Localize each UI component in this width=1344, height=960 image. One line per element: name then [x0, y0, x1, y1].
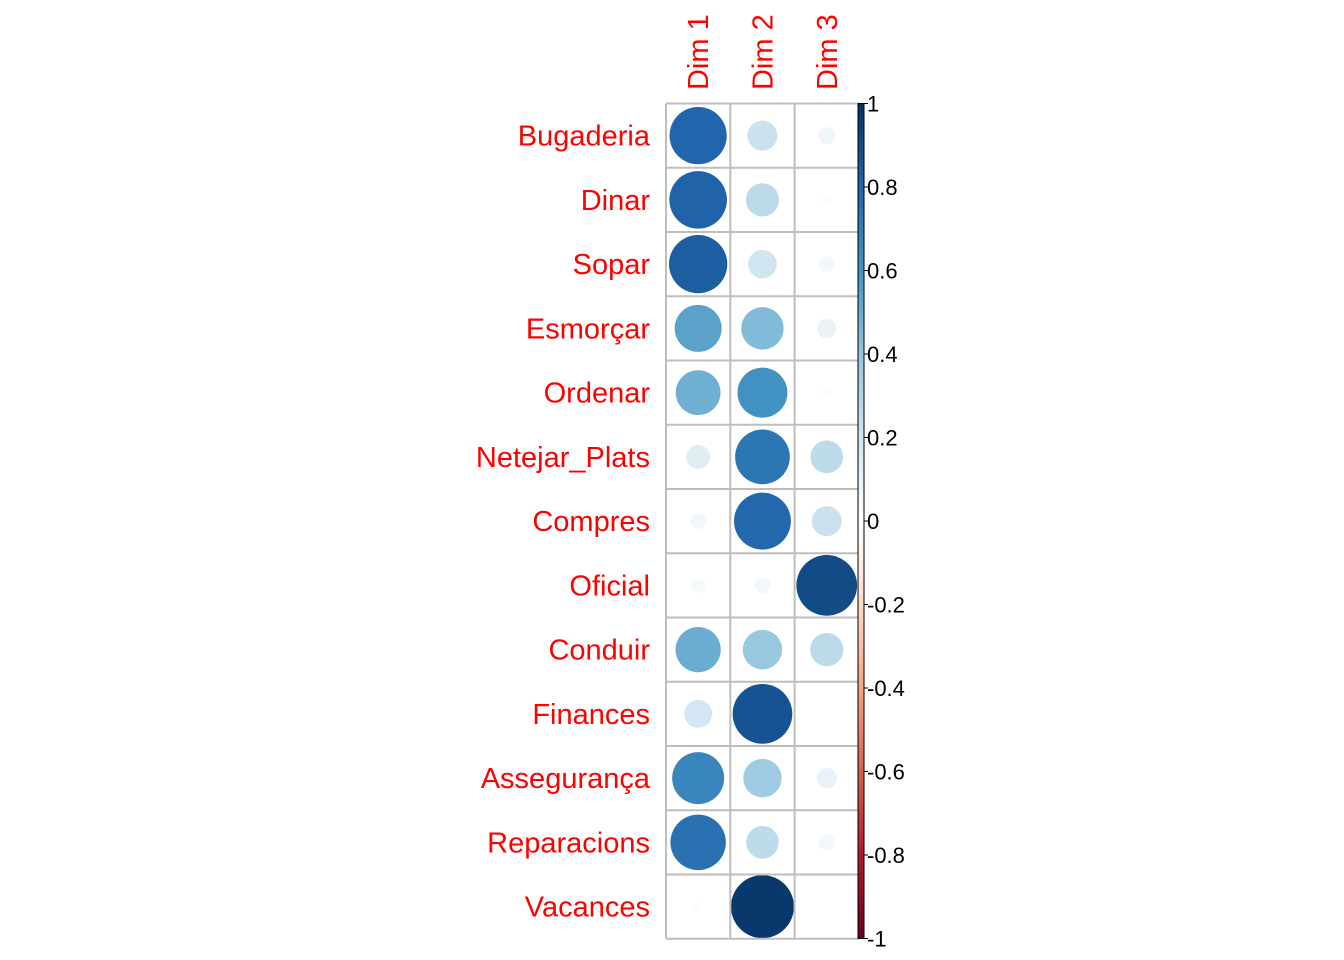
row-label: Reparacions — [487, 827, 650, 859]
corr-circle — [743, 758, 782, 798]
row-label: Esmorçar — [526, 313, 650, 345]
row-label: Sopar — [573, 249, 651, 281]
corr-circle — [741, 307, 784, 350]
corr-circle — [818, 834, 835, 851]
row-label: Assegurança — [481, 763, 651, 795]
corr-circle — [732, 684, 793, 744]
corr-circle — [684, 699, 713, 728]
corr-circle — [730, 875, 794, 939]
corr-circle — [754, 577, 771, 594]
corr-circle — [690, 513, 706, 529]
corr-circle — [745, 183, 780, 217]
corr-circle — [735, 429, 790, 485]
colorbar-tick-label: 0 — [867, 509, 879, 534]
row-label: Bugaderia — [518, 121, 651, 153]
colorbar-tick-label: 0.8 — [867, 175, 898, 200]
row-labels: Bugaderia Dinar Sopar Esmorçar Ordenar Neteja… — [476, 121, 651, 924]
corr-circle — [734, 492, 791, 550]
colorbar-tick-label: 0.6 — [867, 259, 898, 284]
corr-circle — [686, 444, 711, 469]
colorbar-gradient — [857, 103, 865, 939]
corr-circle — [675, 626, 721, 673]
corr-circle — [668, 234, 728, 294]
corr-circle — [810, 632, 844, 667]
corr-circle — [818, 127, 836, 145]
corr-circle — [811, 506, 842, 537]
corr-circle — [822, 195, 832, 205]
corr-circle — [693, 902, 703, 912]
row-label: Compres — [532, 506, 650, 538]
corr-circle — [816, 768, 837, 789]
row-label: Oficial — [569, 570, 650, 602]
corr-circle — [672, 752, 725, 805]
colorbar-tick-label: 0.4 — [867, 342, 898, 367]
corr-circle — [818, 256, 835, 272]
row-label: Conduir — [548, 635, 650, 667]
colorbar-tick-label: 0.2 — [867, 426, 898, 451]
corr-circle — [669, 171, 727, 229]
colorbar-tick-label: -1 — [867, 927, 887, 952]
corr-circle — [747, 120, 778, 151]
corr-circle — [737, 367, 788, 418]
column-label: Dim 3 — [812, 14, 844, 90]
corr-circle — [796, 555, 858, 616]
row-label: Dinar — [581, 185, 651, 217]
corr-circle — [822, 388, 832, 398]
corr-circle — [748, 249, 777, 279]
corr-circle — [817, 318, 837, 338]
row-label: Ordenar — [544, 378, 651, 410]
column-label: Dim 2 — [747, 14, 779, 90]
corr-circle — [746, 826, 779, 859]
colorbar-tick-label: -0.4 — [867, 676, 905, 701]
row-label: Netejar_Plats — [476, 442, 650, 474]
cells — [668, 107, 858, 939]
corr-circle — [810, 440, 844, 474]
corr-circle — [669, 107, 727, 165]
colorbar-tick-label: -0.8 — [867, 843, 905, 868]
colorbar-tick-label: 1 — [867, 92, 879, 117]
colorbar-tick-label: -0.6 — [867, 760, 905, 785]
corr-circle — [675, 370, 721, 416]
colorbar-tick-label: -0.2 — [867, 593, 905, 618]
corr-circle — [742, 629, 783, 670]
column-label: Dim 1 — [683, 14, 715, 90]
colorbar: -1 -0.8 -0.6 -0.4 -0.2 0 0.2 0.4 0.6 0.8 1 — [857, 92, 905, 952]
column-labels: Dim 1 Dim 2 Dim 3 — [683, 14, 844, 90]
corr-circle — [670, 814, 726, 871]
corr-circle — [674, 304, 722, 352]
row-label: Finances — [532, 699, 650, 731]
corr-circle — [690, 578, 706, 593]
row-label: Vacances — [525, 892, 650, 924]
